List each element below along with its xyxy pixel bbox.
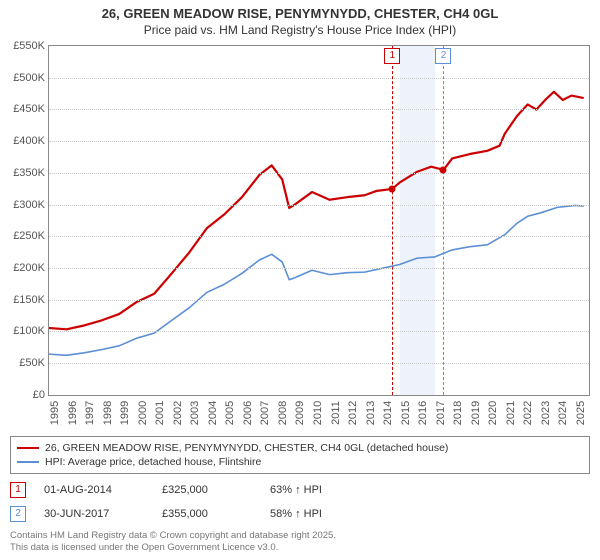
legend-row: HPI: Average price, detached house, Flin… [17,455,583,469]
legend-label: 26, GREEN MEADOW RISE, PENYMYNYDD, CHEST… [45,442,448,454]
x-tick-label: 2016 [417,401,429,425]
sale-price: £355,000 [162,508,252,520]
legend: 26, GREEN MEADOW RISE, PENYMYNYDD, CHEST… [10,436,590,474]
x-tick-label: 2017 [435,401,447,425]
x-tick-label: 2020 [487,401,499,425]
legend-label: HPI: Average price, detached house, Flin… [45,456,261,468]
legend-swatch [17,447,39,449]
x-tick-label: 1998 [102,401,114,425]
x-tick-label: 1997 [84,401,96,425]
sale-row: 2 30-JUN-2017 £355,000 58% ↑ HPI [10,502,590,526]
chart-lines [49,46,589,395]
sale-date: 30-JUN-2017 [44,508,144,520]
sale-price: £325,000 [162,484,252,496]
marker-badge: 2 [435,48,451,64]
y-tick-label: £500K [1,72,45,84]
y-tick-label: £100K [1,325,45,337]
y-tick-label: £300K [1,199,45,211]
x-tick-label: 1999 [119,401,131,425]
x-tick-label: 2014 [382,401,394,425]
x-tick-label: 2001 [154,401,166,425]
x-tick-label: 2012 [347,401,359,425]
x-tick-label: 1995 [49,401,61,425]
y-tick-label: £550K [1,40,45,52]
sale-badge: 2 [10,506,26,522]
marker-badge: 1 [384,48,400,64]
x-tick-label: 2006 [242,401,254,425]
footnote-line: This data is licensed under the Open Gov… [10,542,590,554]
x-tick-label: 2018 [452,401,464,425]
y-tick-label: £350K [1,167,45,179]
legend-row: 26, GREEN MEADOW RISE, PENYMYNYDD, CHEST… [17,441,583,455]
x-tick-label: 2025 [575,401,587,425]
x-tick-label: 2013 [365,401,377,425]
x-tick-label: 2000 [137,401,149,425]
x-tick-label: 2019 [470,401,482,425]
y-tick-label: £50K [1,357,45,369]
sales-table: 1 01-AUG-2014 £325,000 63% ↑ HPI 2 30-JU… [10,478,590,526]
x-tick-label: 2002 [172,401,184,425]
x-tick-label: 2024 [557,401,569,425]
x-tick-label: 2009 [294,401,306,425]
y-tick-label: £250K [1,230,45,242]
sale-row: 1 01-AUG-2014 £325,000 63% ↑ HPI [10,478,590,502]
x-tick-label: 2023 [540,401,552,425]
chart-plot-area: £0£50K£100K£150K£200K£250K£300K£350K£400… [48,45,590,396]
footnote-line: Contains HM Land Registry data © Crown c… [10,530,590,542]
y-tick-label: £0 [1,389,45,401]
sale-date: 01-AUG-2014 [44,484,144,496]
footnote: Contains HM Land Registry data © Crown c… [10,530,590,554]
x-tick-label: 2004 [207,401,219,425]
x-tick-label: 2011 [330,401,342,425]
legend-swatch [17,461,39,463]
y-tick-label: £200K [1,262,45,274]
sale-diff: 58% ↑ HPI [270,508,322,520]
x-tick-label: 2008 [277,401,289,425]
x-tick-label: 2007 [259,401,271,425]
x-tick-label: 2010 [312,401,324,425]
chart-subtitle: Price paid vs. HM Land Registry's House … [0,23,600,41]
x-tick-label: 2015 [400,401,412,425]
y-tick-label: £150K [1,294,45,306]
sale-badge: 1 [10,482,26,498]
y-tick-label: £450K [1,103,45,115]
x-tick-label: 2021 [505,401,517,425]
x-tick-label: 1996 [67,401,79,425]
x-tick-label: 2022 [522,401,534,425]
x-tick-label: 2003 [189,401,201,425]
x-tick-label: 2005 [224,401,236,425]
chart-title: 26, GREEN MEADOW RISE, PENYMYNYDD, CHEST… [0,0,600,23]
sale-diff: 63% ↑ HPI [270,484,322,496]
y-tick-label: £400K [1,135,45,147]
